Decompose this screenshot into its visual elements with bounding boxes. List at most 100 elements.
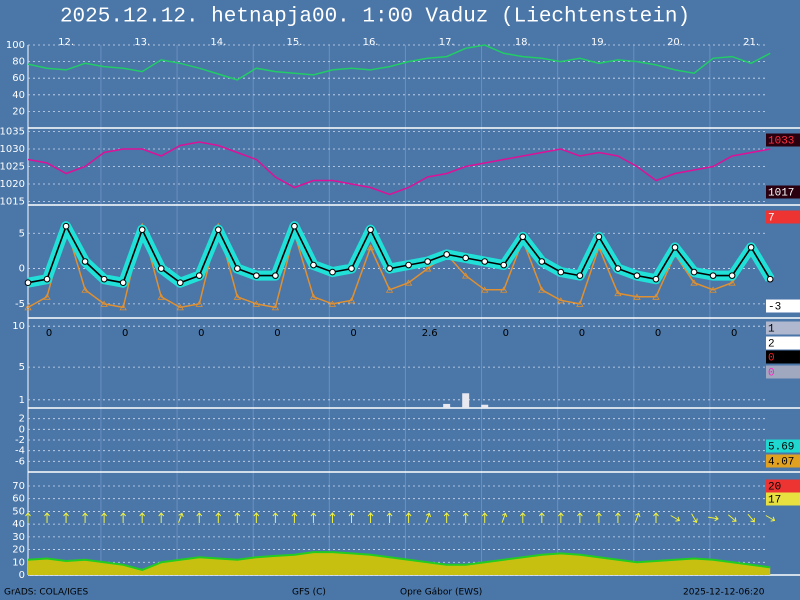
side-label: 0 — [768, 367, 775, 379]
dewpoint-point — [423, 265, 432, 272]
temperature-point — [690, 268, 698, 276]
wind-arrow — [653, 512, 659, 523]
dewpoint-point — [119, 304, 127, 311]
wind-arrow — [708, 515, 719, 522]
y-tick-label: 100 — [6, 40, 25, 51]
dewpoint-point — [100, 300, 108, 307]
wind-arrow — [538, 512, 545, 523]
side-label-bg — [766, 299, 800, 313]
side-label-bg — [766, 133, 800, 147]
dewpoint-point — [157, 293, 165, 300]
temperature-point — [652, 275, 660, 283]
y-tick-label: 20 — [12, 545, 25, 556]
temperature-point — [253, 272, 260, 279]
temperature-point — [310, 261, 317, 269]
side-label-bg — [766, 479, 800, 493]
precip-bar — [443, 403, 451, 408]
day-label: 13. — [134, 37, 150, 48]
y-tick-label: -5 — [15, 299, 25, 310]
temperature-point — [633, 272, 641, 279]
series-line — [27, 141, 771, 196]
temperature-point — [557, 268, 565, 276]
temperature-point — [195, 272, 203, 279]
wind-arrow — [272, 512, 279, 523]
dewpoint-point — [176, 304, 184, 311]
daily-total: 0 — [46, 328, 52, 339]
series-line — [27, 44, 771, 81]
y-tick-label: 60 — [12, 494, 25, 505]
wind-arrow — [634, 512, 641, 523]
wind-arrow — [425, 512, 432, 523]
wind-arrow — [82, 512, 88, 523]
precip-bar — [462, 393, 470, 408]
temperature-point — [348, 265, 355, 272]
y-tick-label: 0 — [19, 264, 25, 275]
daily-total: 0 — [655, 328, 661, 339]
daily-total: 0 — [122, 328, 128, 339]
temperature-point — [424, 258, 431, 265]
daily-total: 0 — [274, 328, 280, 339]
side-label: 5.69 — [768, 441, 794, 453]
side-label: 0 — [768, 352, 775, 364]
y-tick-label: 70 — [12, 481, 25, 492]
dewpoint-point — [633, 293, 641, 300]
wind-arrow — [367, 512, 374, 523]
temperature-point — [119, 279, 127, 286]
wind-arrow — [501, 512, 508, 523]
y-tick-label: 1035 — [0, 127, 25, 138]
dewpoint-point — [614, 290, 622, 297]
wind-arrow — [310, 512, 317, 523]
wind-arrow — [196, 512, 203, 523]
temperature-point — [62, 222, 70, 230]
side-label-bg — [766, 321, 800, 335]
temperature-point — [329, 268, 336, 276]
wind-arrow — [557, 512, 564, 523]
y-tick-label: 1025 — [0, 162, 25, 173]
y-tick-label: 10 — [12, 321, 25, 332]
wind-arrow — [291, 512, 298, 523]
side-label: 20 — [768, 481, 781, 493]
wind-arrow — [329, 512, 336, 523]
temperature-point — [386, 265, 393, 272]
temperature-point — [272, 272, 279, 279]
wind-arrow — [215, 512, 222, 523]
wind-arrow — [120, 512, 127, 523]
dewpoint-point — [461, 272, 470, 279]
day-label: 20. — [667, 37, 683, 48]
temperature-point — [728, 272, 736, 279]
series-line — [27, 223, 771, 309]
dewpoint-point — [728, 279, 736, 286]
precip-bar — [481, 404, 489, 408]
wind-arrow — [576, 512, 583, 523]
wind-arrow — [25, 512, 31, 523]
y-tick-label: 50 — [12, 506, 25, 517]
dewpoint-point — [233, 293, 242, 300]
dewpoint-point — [576, 300, 584, 307]
footer-left: GrADS: COLA/IGES — [4, 588, 88, 598]
dewpoint-point — [557, 297, 565, 304]
dewpoint-point — [24, 304, 32, 311]
wind-arrow — [443, 512, 450, 523]
side-label: 17 — [768, 494, 781, 506]
side-label-bg — [766, 210, 800, 224]
temperature-point — [43, 275, 51, 283]
side-label: 2 — [768, 338, 775, 350]
y-tick-label: 2 — [19, 414, 25, 425]
side-label: 1017 — [768, 187, 794, 199]
y-tick-label: 40 — [12, 90, 25, 101]
dewpoint-point — [709, 286, 717, 293]
day-label: 17. — [439, 37, 455, 48]
temperature-point — [234, 265, 241, 272]
dewpoint-point — [366, 244, 375, 251]
wind-arrow — [253, 512, 260, 523]
series-line — [27, 224, 771, 284]
dewpoint-point — [404, 279, 413, 286]
wind-arrow — [670, 515, 681, 522]
temperature-point — [519, 233, 527, 241]
side-label-bg — [766, 185, 800, 199]
wind-arrow — [519, 512, 526, 523]
day-label: 19. — [591, 37, 607, 48]
title: 2025.12.12. hetnapja00. 1:00 Vaduz (Liec… — [60, 6, 690, 29]
